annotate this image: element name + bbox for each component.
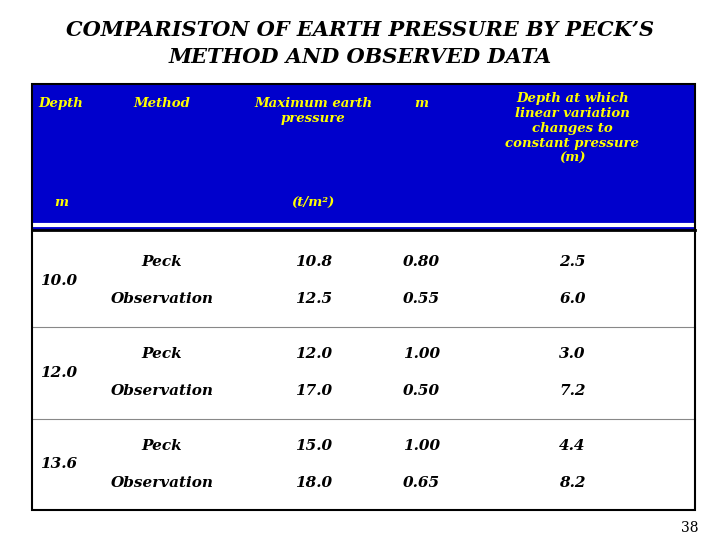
Text: 8.2: 8.2	[559, 476, 585, 490]
Text: 1.00: 1.00	[402, 439, 440, 453]
Bar	[32, 230, 695, 510]
Text: 4.4: 4.4	[559, 439, 585, 453]
Text: 0.55: 0.55	[402, 292, 440, 306]
Text: Depth: Depth	[39, 97, 84, 110]
Text: Observation: Observation	[110, 292, 214, 306]
Text: Depth at which
linear variation
changes to
constant pressure
(m): Depth at which linear variation changes …	[505, 92, 639, 165]
Text: 38: 38	[681, 521, 698, 535]
Text: Method: Method	[134, 97, 190, 110]
Text: 12.0: 12.0	[40, 366, 77, 380]
Bar	[32, 84, 695, 510]
Text: 7.2: 7.2	[559, 384, 585, 398]
Text: 3.0: 3.0	[559, 347, 585, 361]
Text: Peck: Peck	[142, 347, 182, 361]
Bar	[32, 84, 695, 230]
Text: 1.00: 1.00	[402, 347, 440, 361]
Text: 13.6: 13.6	[40, 457, 77, 471]
Text: 0.50: 0.50	[402, 384, 440, 398]
Text: 0.65: 0.65	[402, 476, 440, 490]
Text: Observation: Observation	[110, 476, 214, 490]
Text: 12.0: 12.0	[294, 347, 332, 361]
Text: 15.0: 15.0	[294, 439, 332, 453]
Text: Peck: Peck	[142, 255, 182, 269]
Text: 0.80: 0.80	[402, 255, 440, 269]
Text: (t/m²): (t/m²)	[292, 196, 335, 209]
Text: COMPARISTON OF EARTH PRESSURE BY PECK’S: COMPARISTON OF EARTH PRESSURE BY PECK’S	[66, 19, 654, 40]
Text: 17.0: 17.0	[294, 384, 332, 398]
Text: 12.5: 12.5	[294, 292, 332, 306]
Text: 18.0: 18.0	[294, 476, 332, 490]
Text: 2.5: 2.5	[559, 255, 585, 269]
Text: Observation: Observation	[110, 384, 214, 398]
Text: METHOD AND OBSERVED DATA: METHOD AND OBSERVED DATA	[168, 46, 552, 67]
Text: m: m	[54, 196, 68, 209]
Text: Maximum earth
pressure: Maximum earth pressure	[254, 97, 372, 125]
Text: m: m	[414, 97, 428, 110]
Text: 10.0: 10.0	[40, 274, 77, 288]
Text: 6.0: 6.0	[559, 292, 585, 306]
Text: Peck: Peck	[142, 439, 182, 453]
Text: 10.8: 10.8	[294, 255, 332, 269]
